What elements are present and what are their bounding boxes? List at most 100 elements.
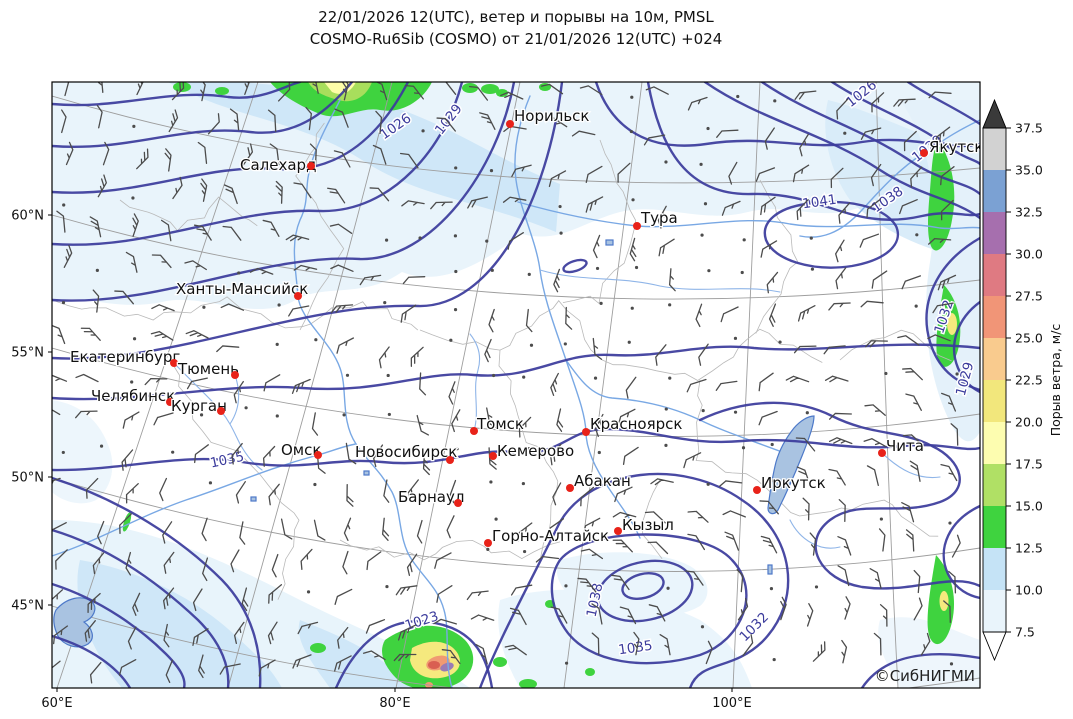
calm-dot bbox=[208, 481, 213, 485]
wind-barb bbox=[223, 184, 238, 205]
wind-barb bbox=[85, 477, 99, 499]
wind-barb bbox=[935, 126, 951, 146]
wind-barb bbox=[336, 337, 355, 354]
wind-barb bbox=[193, 224, 212, 241]
wind-barb bbox=[617, 408, 636, 426]
wind-barb bbox=[366, 551, 382, 571]
colorbar-under-arrow bbox=[982, 631, 1007, 662]
calm-dot bbox=[733, 336, 738, 340]
city-label: Новосибирск bbox=[355, 443, 457, 461]
wind-barb bbox=[722, 510, 746, 518]
wind-barb bbox=[718, 480, 743, 487]
calm-dot bbox=[629, 129, 633, 134]
wind-barb bbox=[486, 407, 498, 429]
wind-barb bbox=[239, 521, 246, 545]
wind-barb bbox=[122, 411, 140, 429]
wind-barb bbox=[200, 178, 208, 202]
calm-dot bbox=[132, 337, 137, 341]
wind-barb bbox=[369, 187, 390, 202]
wind-barb bbox=[764, 127, 775, 150]
wind-barb bbox=[903, 130, 917, 152]
calm-dot bbox=[558, 204, 562, 209]
wind-barb bbox=[268, 483, 280, 506]
wind-barb bbox=[222, 225, 242, 241]
wind-barb bbox=[901, 502, 915, 523]
calm-dot bbox=[884, 371, 888, 376]
city-marker bbox=[446, 456, 454, 464]
wind-barb bbox=[585, 196, 604, 213]
wind-barb bbox=[577, 577, 597, 593]
wind-barb bbox=[75, 410, 98, 419]
lat-tick-label-0: 60°N bbox=[11, 209, 44, 224]
wind-barb bbox=[293, 264, 318, 271]
colorbar-tick-label-0: 37.5 bbox=[1015, 121, 1043, 136]
city-label: Норильск bbox=[514, 107, 589, 125]
wind-barb bbox=[540, 83, 564, 95]
wind-barb bbox=[902, 434, 925, 447]
wind-barb bbox=[625, 376, 637, 399]
wind-barb bbox=[823, 345, 846, 355]
wind-barb bbox=[511, 164, 532, 178]
wind-barb bbox=[705, 640, 713, 665]
wind-barb bbox=[548, 518, 565, 537]
colorbar-segment bbox=[983, 128, 1006, 170]
wind-barb bbox=[242, 143, 254, 166]
colorbar-segment bbox=[983, 296, 1006, 338]
wind-barb bbox=[163, 623, 170, 648]
wind-barb bbox=[448, 381, 456, 405]
wind-barb bbox=[844, 596, 851, 620]
wind-barb bbox=[860, 127, 882, 141]
wind-barb bbox=[114, 290, 134, 305]
wind-barb bbox=[860, 300, 884, 308]
wind-barb bbox=[229, 108, 240, 131]
wind-barb bbox=[837, 536, 852, 556]
calm-dot bbox=[914, 304, 918, 308]
wind-barb bbox=[928, 237, 952, 245]
wind-barb bbox=[502, 196, 527, 203]
wind-barb bbox=[381, 517, 390, 541]
calm-dot bbox=[770, 478, 774, 483]
wind-barb bbox=[199, 82, 206, 102]
colorbar-tick-label-1: 35.0 bbox=[1015, 163, 1043, 178]
wind-barb bbox=[550, 606, 568, 624]
wind-barb bbox=[479, 112, 496, 130]
wind-barb bbox=[419, 372, 427, 396]
wind-barb bbox=[330, 304, 354, 314]
admin-boundary bbox=[419, 300, 823, 381]
city-label: Якутск bbox=[929, 138, 983, 156]
wind-barb bbox=[879, 604, 888, 627]
wind-barb bbox=[758, 410, 778, 426]
wind-barb bbox=[436, 585, 453, 603]
wind-barb bbox=[365, 619, 386, 634]
wind-barb bbox=[97, 520, 105, 545]
wind-barb bbox=[293, 182, 312, 199]
wind-barb bbox=[52, 374, 68, 382]
wind-barb bbox=[97, 174, 107, 198]
wind-barb bbox=[397, 624, 417, 641]
wind-barb bbox=[927, 334, 951, 342]
wind-barb bbox=[828, 412, 852, 420]
calm-dot bbox=[564, 661, 569, 665]
wind-barb bbox=[863, 438, 887, 448]
wind-barb bbox=[685, 570, 704, 586]
wind-barb bbox=[643, 134, 666, 146]
wind-barb bbox=[151, 254, 172, 269]
wind-barb bbox=[197, 141, 208, 164]
wind-barb bbox=[553, 268, 561, 293]
wind-barb bbox=[449, 479, 457, 504]
wind-barb bbox=[737, 597, 749, 621]
wind-barb bbox=[594, 413, 604, 437]
city-label: Горно-Алтайск bbox=[492, 527, 609, 545]
wind-barb bbox=[410, 346, 424, 367]
calm-dot bbox=[489, 480, 493, 484]
calm-dot bbox=[564, 584, 568, 588]
calm-dot bbox=[523, 549, 527, 554]
wind-barb bbox=[359, 274, 382, 286]
wind-barb bbox=[333, 150, 351, 168]
wind-barb bbox=[341, 82, 349, 101]
city-marker bbox=[294, 292, 302, 300]
wind-barb bbox=[809, 532, 817, 556]
wind-barb bbox=[510, 584, 533, 596]
wind-barb bbox=[96, 104, 103, 129]
